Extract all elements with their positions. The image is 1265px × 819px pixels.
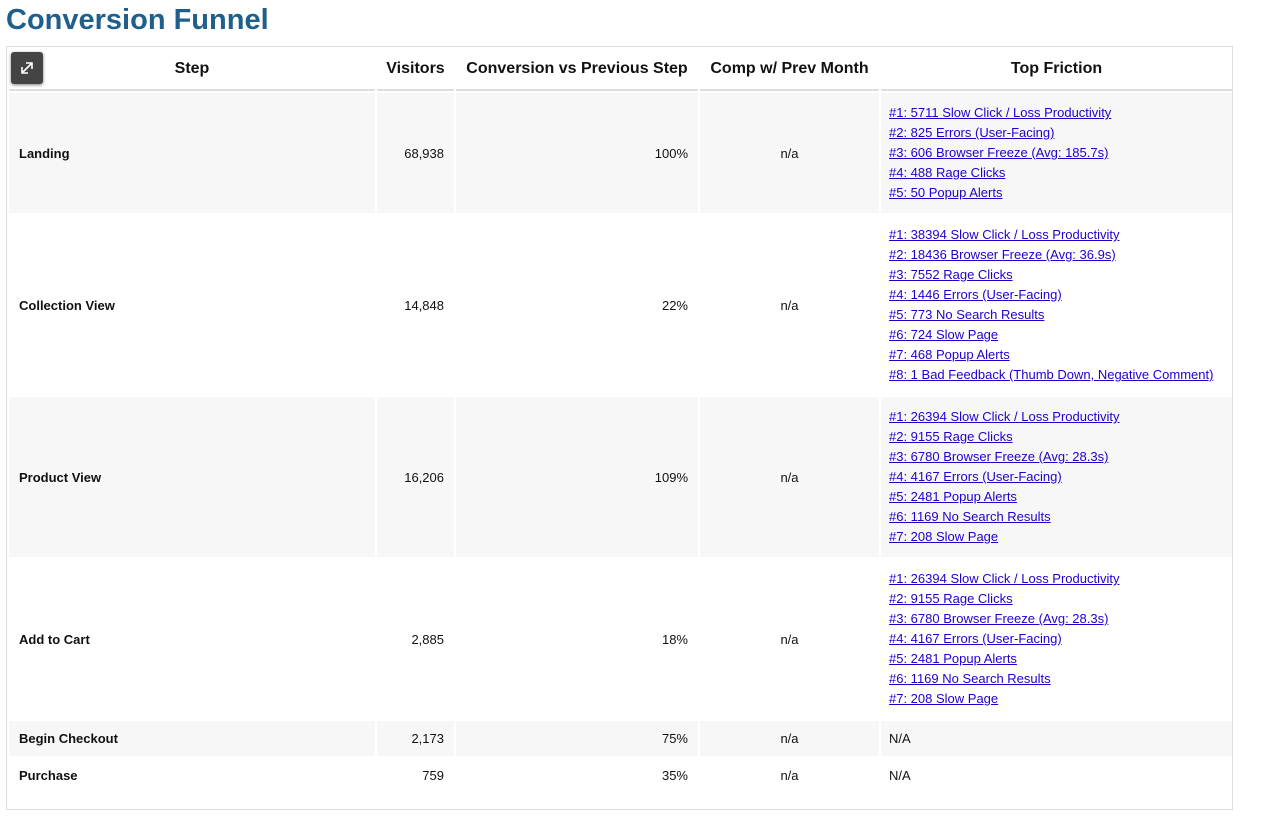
step-cell: Add to Cart	[19, 631, 90, 647]
friction-link[interactable]: #2: 825 Errors (User-Facing)	[889, 125, 1055, 140]
column-header: Comp w/ Prev Month	[700, 49, 879, 91]
friction-link[interactable]: #8: 1 Bad Feedback (Thumb Down, Negative…	[889, 367, 1214, 382]
conversion-cell: 35%	[661, 768, 688, 783]
table-row: Landing 68,938 100% n/a #1: 5711 Slow Click …	[9, 93, 1232, 213]
visitors-cell: 14,848	[404, 297, 444, 313]
friction-link[interactable]: #1: 26394 Slow Click / Loss Productivity	[889, 571, 1120, 586]
friction-link[interactable]: #5: 2481 Popup Alerts	[889, 489, 1017, 504]
friction-cell: #1: 26394 Slow Click / Loss Productivity…	[881, 397, 1232, 557]
friction-link[interactable]: #5: 50 Popup Alerts	[889, 185, 1003, 200]
step-cell: Product View	[9, 397, 375, 557]
step-cell: Purchase	[19, 768, 78, 783]
friction-cell: N/A	[881, 721, 1232, 756]
friction-link[interactable]: #3: 7552 Rage Clicks	[889, 267, 1013, 282]
visitors-cell: 2,885	[411, 631, 444, 647]
friction-link[interactable]: #5: 773 No Search Results	[889, 307, 1045, 322]
conversion-cell: 75%	[456, 721, 698, 756]
step-cell: Begin Checkout	[9, 721, 375, 756]
friction-cell: #1: 26394 Slow Click / Loss Productivity…	[881, 559, 1232, 719]
friction-cell: N/A	[889, 768, 911, 783]
expand-icon	[21, 62, 33, 74]
visitors-cell: 16,206	[377, 397, 454, 557]
column-header: Step	[9, 49, 375, 91]
friction-link[interactable]: #2: 18436 Browser Freeze (Avg: 36.9s)	[889, 247, 1116, 262]
expand-button[interactable]	[11, 52, 43, 84]
conversion-cell: 100%	[456, 93, 698, 213]
friction-link[interactable]: #4: 4167 Errors (User-Facing)	[889, 469, 1062, 484]
table-container: Step Visitors Conversion vs Previous Step C…	[6, 46, 1233, 810]
friction-link[interactable]: #3: 606 Browser Freeze (Avg: 185.7s)	[889, 145, 1109, 160]
step-cell: Landing	[9, 93, 375, 213]
step-cell: Collection View	[19, 297, 115, 313]
conversion-cell: 109%	[456, 397, 698, 557]
column-header: Visitors	[377, 49, 454, 91]
table-row: Purchase 759 35% n/a N/A	[9, 758, 1232, 793]
friction-link[interactable]: #6: 724 Slow Page	[889, 327, 999, 342]
friction-link[interactable]: #3: 6780 Browser Freeze (Avg: 28.3s)	[889, 611, 1109, 626]
friction-link[interactable]: #6: 1169 No Search Results	[889, 671, 1051, 686]
comp-cell: n/a	[700, 721, 879, 756]
column-header: Top Friction	[881, 49, 1232, 91]
friction-link[interactable]: #3: 6780 Browser Freeze (Avg: 28.3s)	[889, 449, 1109, 464]
comp-cell: n/a	[700, 397, 879, 557]
header-row: Step Visitors Conversion vs Previous Step C…	[9, 49, 1232, 91]
friction-link[interactable]: #4: 4167 Errors (User-Facing)	[889, 631, 1062, 646]
column-header: Conversion vs Previous Step	[456, 49, 698, 91]
table-row: Collection View 14,848 22% n/a #1: 38394 Slo…	[9, 215, 1232, 395]
friction-link[interactable]: #4: 488 Rage Clicks	[889, 165, 1006, 180]
page-title: Conversion Funnel	[6, 4, 269, 36]
friction-cell: #1: 38394 Slow Click / Loss Productivity…	[881, 215, 1232, 395]
friction-link[interactable]: #5: 2481 Popup Alerts	[889, 651, 1017, 666]
visitors-cell: 2,173	[377, 721, 454, 756]
friction-cell: #1: 5711 Slow Click / Loss Productivity #…	[881, 93, 1232, 213]
visitors-cell: 759	[422, 768, 444, 783]
friction-link[interactable]: #2: 9155 Rage Clicks	[889, 591, 1013, 606]
comp-cell: n/a	[780, 768, 799, 783]
friction-link[interactable]: #1: 38394 Slow Click / Loss Productivity	[889, 227, 1120, 242]
table-row: Add to Cart 2,885 18% n/a #1: 26394 Slow Cli…	[9, 559, 1232, 719]
table-row: Product View 16,206 109% n/a #1: 26394 Slow …	[9, 397, 1232, 557]
friction-link[interactable]: #7: 468 Popup Alerts	[889, 347, 1010, 362]
conversion-cell: 18%	[661, 631, 688, 647]
friction-link[interactable]: #6: 1169 No Search Results	[889, 509, 1051, 524]
friction-link[interactable]: #7: 208 Slow Page	[889, 691, 999, 706]
comp-cell: n/a	[780, 297, 799, 313]
table-body: Landing 68,938 100% n/a #1: 5711 Slow Click …	[9, 93, 1232, 793]
comp-cell: n/a	[700, 93, 879, 213]
funnel-table: Step Visitors Conversion vs Previous Step C…	[7, 47, 1234, 795]
friction-link[interactable]: #2: 9155 Rage Clicks	[889, 429, 1013, 444]
visitors-cell: 68,938	[377, 93, 454, 213]
friction-link[interactable]: #7: 208 Slow Page	[889, 529, 999, 544]
friction-link[interactable]: #1: 26394 Slow Click / Loss Productivity	[889, 409, 1120, 424]
conversion-cell: 22%	[661, 297, 688, 313]
friction-link[interactable]: #4: 1446 Errors (User-Facing)	[889, 287, 1062, 302]
friction-link[interactable]: #1: 5711 Slow Click / Loss Productivity	[889, 105, 1112, 120]
table-row: Begin Checkout 2,173 75% n/a N/A	[9, 721, 1232, 756]
comp-cell: n/a	[780, 631, 799, 647]
